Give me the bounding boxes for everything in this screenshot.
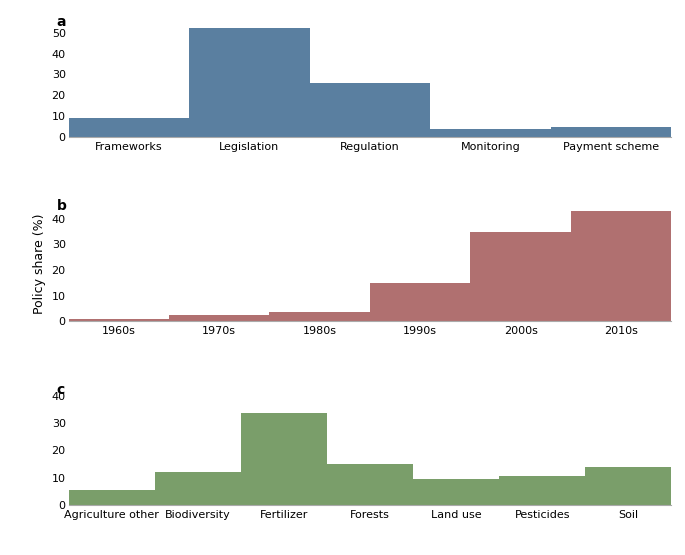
Bar (68, 319, 169, 321)
Bar (68, 490, 155, 505)
Bar (413, 479, 499, 505)
Bar (189, 28, 310, 137)
Bar (68, 118, 189, 137)
Text: c: c (56, 383, 64, 397)
Text: b: b (56, 199, 66, 213)
Bar (370, 283, 471, 321)
Bar (585, 467, 671, 505)
Bar (471, 231, 571, 321)
Bar (269, 312, 370, 321)
Bar (327, 464, 413, 505)
Text: a: a (56, 16, 66, 29)
Y-axis label: Policy share (%): Policy share (%) (33, 213, 46, 314)
Bar (430, 129, 551, 137)
Bar (571, 211, 671, 321)
Bar (551, 127, 671, 137)
Bar (499, 476, 585, 505)
Bar (240, 413, 327, 505)
Bar (310, 83, 430, 137)
Bar (169, 315, 269, 321)
Bar (155, 472, 240, 505)
